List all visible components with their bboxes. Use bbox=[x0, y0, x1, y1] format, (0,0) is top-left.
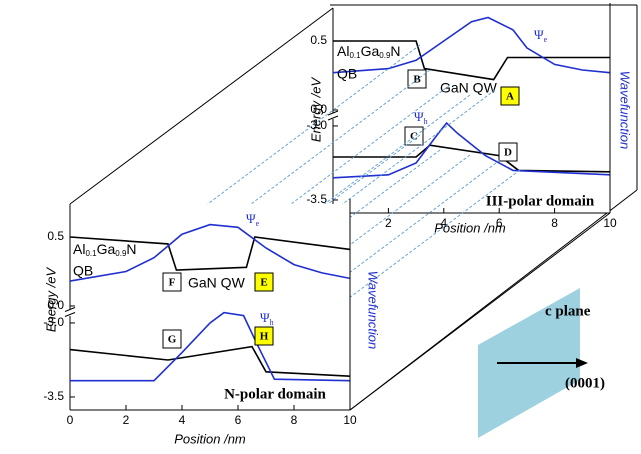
barrier-label: Al0.1Ga0.9N bbox=[337, 43, 401, 60]
point-label: D bbox=[504, 147, 512, 159]
x-tick-label: 2 bbox=[123, 413, 130, 427]
point-label: F bbox=[169, 277, 176, 289]
x-axis-title: Position /nm bbox=[434, 220, 506, 235]
x-tick-label: 10 bbox=[343, 413, 357, 427]
point-label: G bbox=[168, 334, 177, 346]
psi-subscript: h bbox=[424, 117, 428, 126]
barrier-label-part: 0.1 bbox=[349, 51, 361, 60]
psi-symbol: Ψ bbox=[414, 109, 424, 124]
y-tick-label: 0.5 bbox=[47, 229, 64, 243]
psi-subscript: h bbox=[270, 318, 274, 327]
psi-symbol: Ψ bbox=[534, 27, 544, 42]
point-label: E bbox=[260, 277, 267, 289]
panel-title: N-polar domain bbox=[224, 386, 326, 402]
y-axis-title: Energy /eV bbox=[308, 77, 323, 143]
barrier-label-part: Al bbox=[73, 241, 85, 257]
point-label: H bbox=[260, 331, 269, 343]
y-tick-label: -3.5 bbox=[43, 389, 64, 403]
x-tick-label: 10 bbox=[603, 216, 617, 230]
direction-label: (0001) bbox=[565, 375, 605, 391]
barrier-label-part: 0.9 bbox=[115, 249, 127, 258]
barrier-label: QB bbox=[73, 263, 93, 279]
x-tick-label: 4 bbox=[179, 413, 186, 427]
barrier-label-part: Ga bbox=[361, 43, 380, 59]
barrier-label: QB bbox=[337, 66, 357, 82]
c-plane-label: c plane bbox=[545, 303, 591, 319]
frame-edge bbox=[70, 8, 333, 204]
x-axis-title: Position /nm bbox=[174, 431, 246, 446]
y-axis-title: Energy /eV bbox=[43, 267, 58, 333]
barrier-label-part: N bbox=[390, 43, 400, 59]
arrow-head bbox=[576, 358, 588, 368]
x-tick-label: 6 bbox=[235, 413, 242, 427]
y-tick-label: 0.5 bbox=[310, 33, 327, 47]
x-tick-label: 8 bbox=[551, 216, 558, 230]
barrier-label-part: N bbox=[126, 241, 136, 257]
x-tick-label: 0 bbox=[67, 413, 74, 427]
psi-subscript: e bbox=[256, 219, 260, 228]
barrier-label: Al0.1Ga0.9N bbox=[73, 241, 137, 258]
well-label: GaN QW bbox=[440, 80, 498, 96]
x-tick-label: 8 bbox=[291, 413, 298, 427]
y2-axis-title: Wavefunction bbox=[366, 271, 381, 350]
plot-background bbox=[333, 8, 610, 213]
psi-subscript: e bbox=[544, 35, 548, 44]
point-label: C bbox=[410, 131, 418, 143]
panel-title: III-polar domain bbox=[486, 193, 595, 209]
well-label: GaN QW bbox=[188, 275, 246, 291]
barrier-label-part: 0.9 bbox=[379, 51, 391, 60]
y2-axis-title: Wavefunction bbox=[618, 71, 633, 150]
psi-symbol: Ψ bbox=[246, 211, 256, 226]
barrier-label-part: Al bbox=[337, 43, 349, 59]
figure: c plane (0001) 0.00.5-3.0-3.50246810Posi… bbox=[0, 0, 641, 454]
psi-symbol: Ψ bbox=[260, 310, 270, 325]
point-label: A bbox=[506, 91, 514, 103]
barrier-label-part: 0.1 bbox=[85, 249, 97, 258]
barrier-label-part: Ga bbox=[97, 241, 116, 257]
